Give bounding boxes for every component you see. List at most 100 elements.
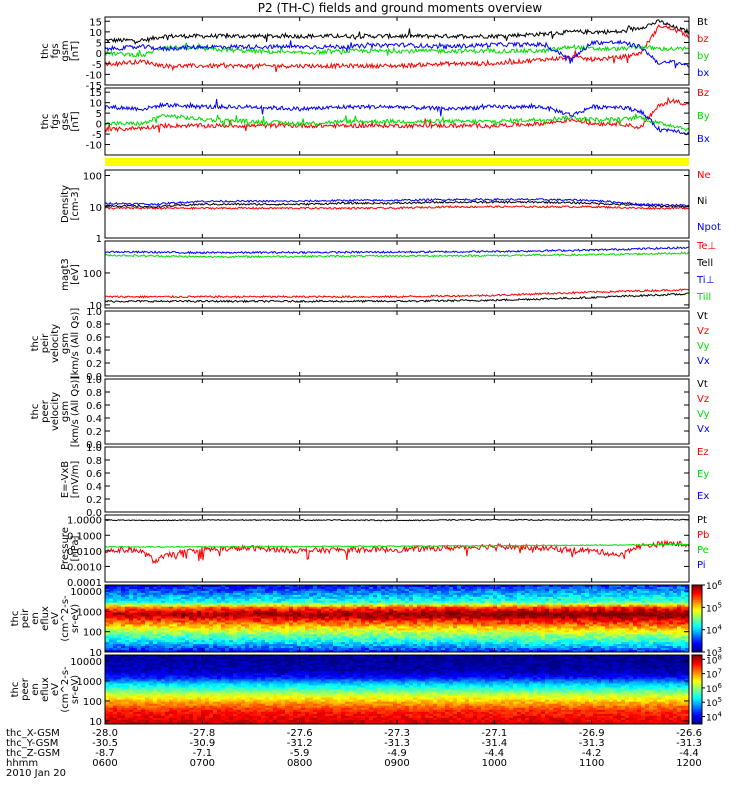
heatmap-cell <box>149 638 154 641</box>
heatmap-cell <box>389 616 394 619</box>
heatmap-cell <box>633 640 638 643</box>
heatmap-cell <box>493 634 498 637</box>
heatmap-cell <box>637 608 642 612</box>
heatmap-cell <box>537 612 542 615</box>
heatmap-cell <box>161 604 166 608</box>
heatmap-cell <box>445 642 450 645</box>
heatmap-cell <box>421 624 426 627</box>
heatmap-cell <box>521 604 526 608</box>
heatmap-cell <box>605 644 610 647</box>
heatmap-cell <box>321 618 326 621</box>
heatmap-cell <box>305 600 310 604</box>
heatmap-cell <box>449 624 454 627</box>
heatmap-cell <box>265 642 270 645</box>
heatmap-cell <box>121 642 126 645</box>
heatmap-cell <box>481 622 486 625</box>
heatmap-cell <box>365 636 370 639</box>
heatmap-cell <box>541 608 546 612</box>
heatmap-cell <box>249 636 254 639</box>
legend-label: bx <box>697 68 709 79</box>
heatmap-cell <box>321 594 326 598</box>
heatmap-cell <box>409 626 414 629</box>
heatmap-cell <box>361 632 366 635</box>
heatmap-cell <box>249 614 254 617</box>
heatmap-cell <box>465 650 470 653</box>
heatmap-cell <box>485 620 490 623</box>
heatmap-cell <box>637 604 642 608</box>
heatmap-cell <box>277 610 282 613</box>
heatmap-cell <box>617 594 622 598</box>
heatmap-cell <box>589 636 594 639</box>
heatmap-cell <box>429 608 434 612</box>
heatmap-cell <box>145 610 150 613</box>
heatmap-cell <box>617 630 622 633</box>
heatmap-cell <box>621 620 626 623</box>
heatmap-cell <box>389 640 394 643</box>
heatmap-cell <box>629 596 634 600</box>
heatmap-cell <box>229 598 234 602</box>
heatmap-cell <box>381 644 386 647</box>
heatmap-cell <box>197 586 202 590</box>
heatmap-cell <box>273 632 278 635</box>
heatmap-cell <box>341 626 346 629</box>
heatmap-cell <box>257 634 262 637</box>
heatmap-cell <box>197 630 202 633</box>
heatmap-cell <box>565 608 570 612</box>
y-tick-label: 0.6 <box>86 333 102 344</box>
heatmap-cell <box>633 618 638 621</box>
heatmap-cell <box>337 620 342 623</box>
heatmap-cell <box>241 614 246 617</box>
heatmap-cell <box>421 642 426 645</box>
heatmap-cell <box>449 598 454 602</box>
heatmap-cell <box>109 604 114 608</box>
heatmap-cell <box>465 630 470 633</box>
heatmap-cell <box>473 640 478 643</box>
heatmap-cell <box>401 585 406 588</box>
heatmap-cell <box>465 640 470 643</box>
y-tick-label: -10 <box>86 70 102 81</box>
heatmap-cell <box>493 602 498 606</box>
heatmap-cell <box>561 585 566 588</box>
heatmap-cell <box>565 596 570 600</box>
heatmap-cell <box>349 608 354 612</box>
heatmap-cell <box>461 646 466 649</box>
heatmap-cell <box>341 585 346 588</box>
heatmap-cell <box>517 620 522 623</box>
heatmap-cell <box>645 598 650 602</box>
heatmap-cell <box>425 634 430 637</box>
heatmap-cell <box>285 610 290 613</box>
heatmap-cell <box>601 586 606 590</box>
heatmap-cell <box>309 640 314 643</box>
heatmap-cell <box>433 622 438 625</box>
heatmap-cell <box>609 650 614 653</box>
heatmap-cell <box>357 588 362 592</box>
heatmap-cell <box>529 648 534 651</box>
heatmap-cell <box>145 650 150 653</box>
heatmap-cell <box>485 598 490 602</box>
heatmap-cell <box>129 600 134 604</box>
heatmap-cell <box>553 616 558 619</box>
heatmap-cell <box>621 616 626 619</box>
heatmap-cell <box>173 628 178 631</box>
heatmap-cell <box>485 648 490 651</box>
heatmap-cell <box>337 596 342 600</box>
heatmap-cell <box>317 616 322 619</box>
heatmap-cell <box>565 592 570 596</box>
heatmap-cell <box>453 608 458 612</box>
heatmap-cell <box>469 634 474 637</box>
heatmap-cell <box>481 638 486 641</box>
heatmap-cell <box>229 624 234 627</box>
heatmap-cell <box>209 646 214 649</box>
heatmap-cell <box>233 624 238 627</box>
heatmap-cell <box>125 648 130 651</box>
heatmap-cell <box>209 626 214 629</box>
heatmap-cell <box>393 586 398 590</box>
heatmap-cell <box>289 592 294 596</box>
heatmap-cell <box>565 590 570 594</box>
heatmap-cell <box>553 632 558 635</box>
heatmap-cell <box>397 604 402 608</box>
heatmap-cell <box>505 598 510 602</box>
heatmap-cell <box>457 650 462 653</box>
heatmap-cell <box>333 632 338 635</box>
heatmap-cell <box>577 590 582 594</box>
